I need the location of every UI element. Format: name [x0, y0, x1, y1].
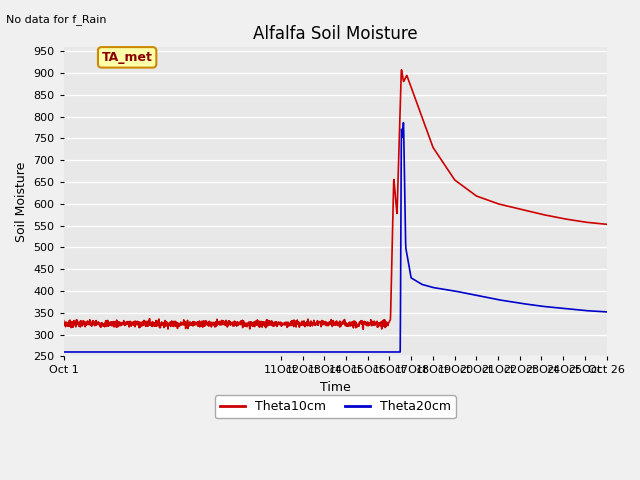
Theta10cm [360, 326, 367, 332]
Theta10cm [588, 220, 595, 226]
Theta20cm [587, 308, 595, 314]
Theta20cm [88, 349, 95, 355]
Theta20cm [60, 349, 68, 355]
Theta20cm [588, 308, 595, 314]
Text: No data for f_Rain: No data for f_Rain [6, 14, 107, 25]
Theta10cm [397, 67, 405, 72]
Theta20cm [603, 309, 611, 315]
Line: Theta10cm: Theta10cm [64, 70, 607, 329]
X-axis label: Time: Time [320, 381, 351, 394]
Theta10cm [603, 221, 611, 227]
Theta20cm [309, 349, 317, 355]
Theta10cm [88, 320, 95, 326]
Theta10cm [309, 321, 317, 327]
Theta20cm [324, 349, 332, 355]
Theta20cm [399, 120, 407, 126]
Text: TA_met: TA_met [102, 51, 152, 64]
Theta10cm [588, 220, 595, 226]
Theta10cm [324, 321, 332, 326]
Theta10cm [488, 199, 495, 204]
Title: Alfalfa Soil Moisture: Alfalfa Soil Moisture [253, 24, 417, 43]
Legend: Theta10cm, Theta20cm: Theta10cm, Theta20cm [215, 395, 456, 418]
Y-axis label: Soil Moisture: Soil Moisture [15, 161, 28, 242]
Theta10cm [60, 318, 68, 324]
Theta20cm [488, 296, 495, 301]
Line: Theta20cm: Theta20cm [64, 123, 607, 352]
